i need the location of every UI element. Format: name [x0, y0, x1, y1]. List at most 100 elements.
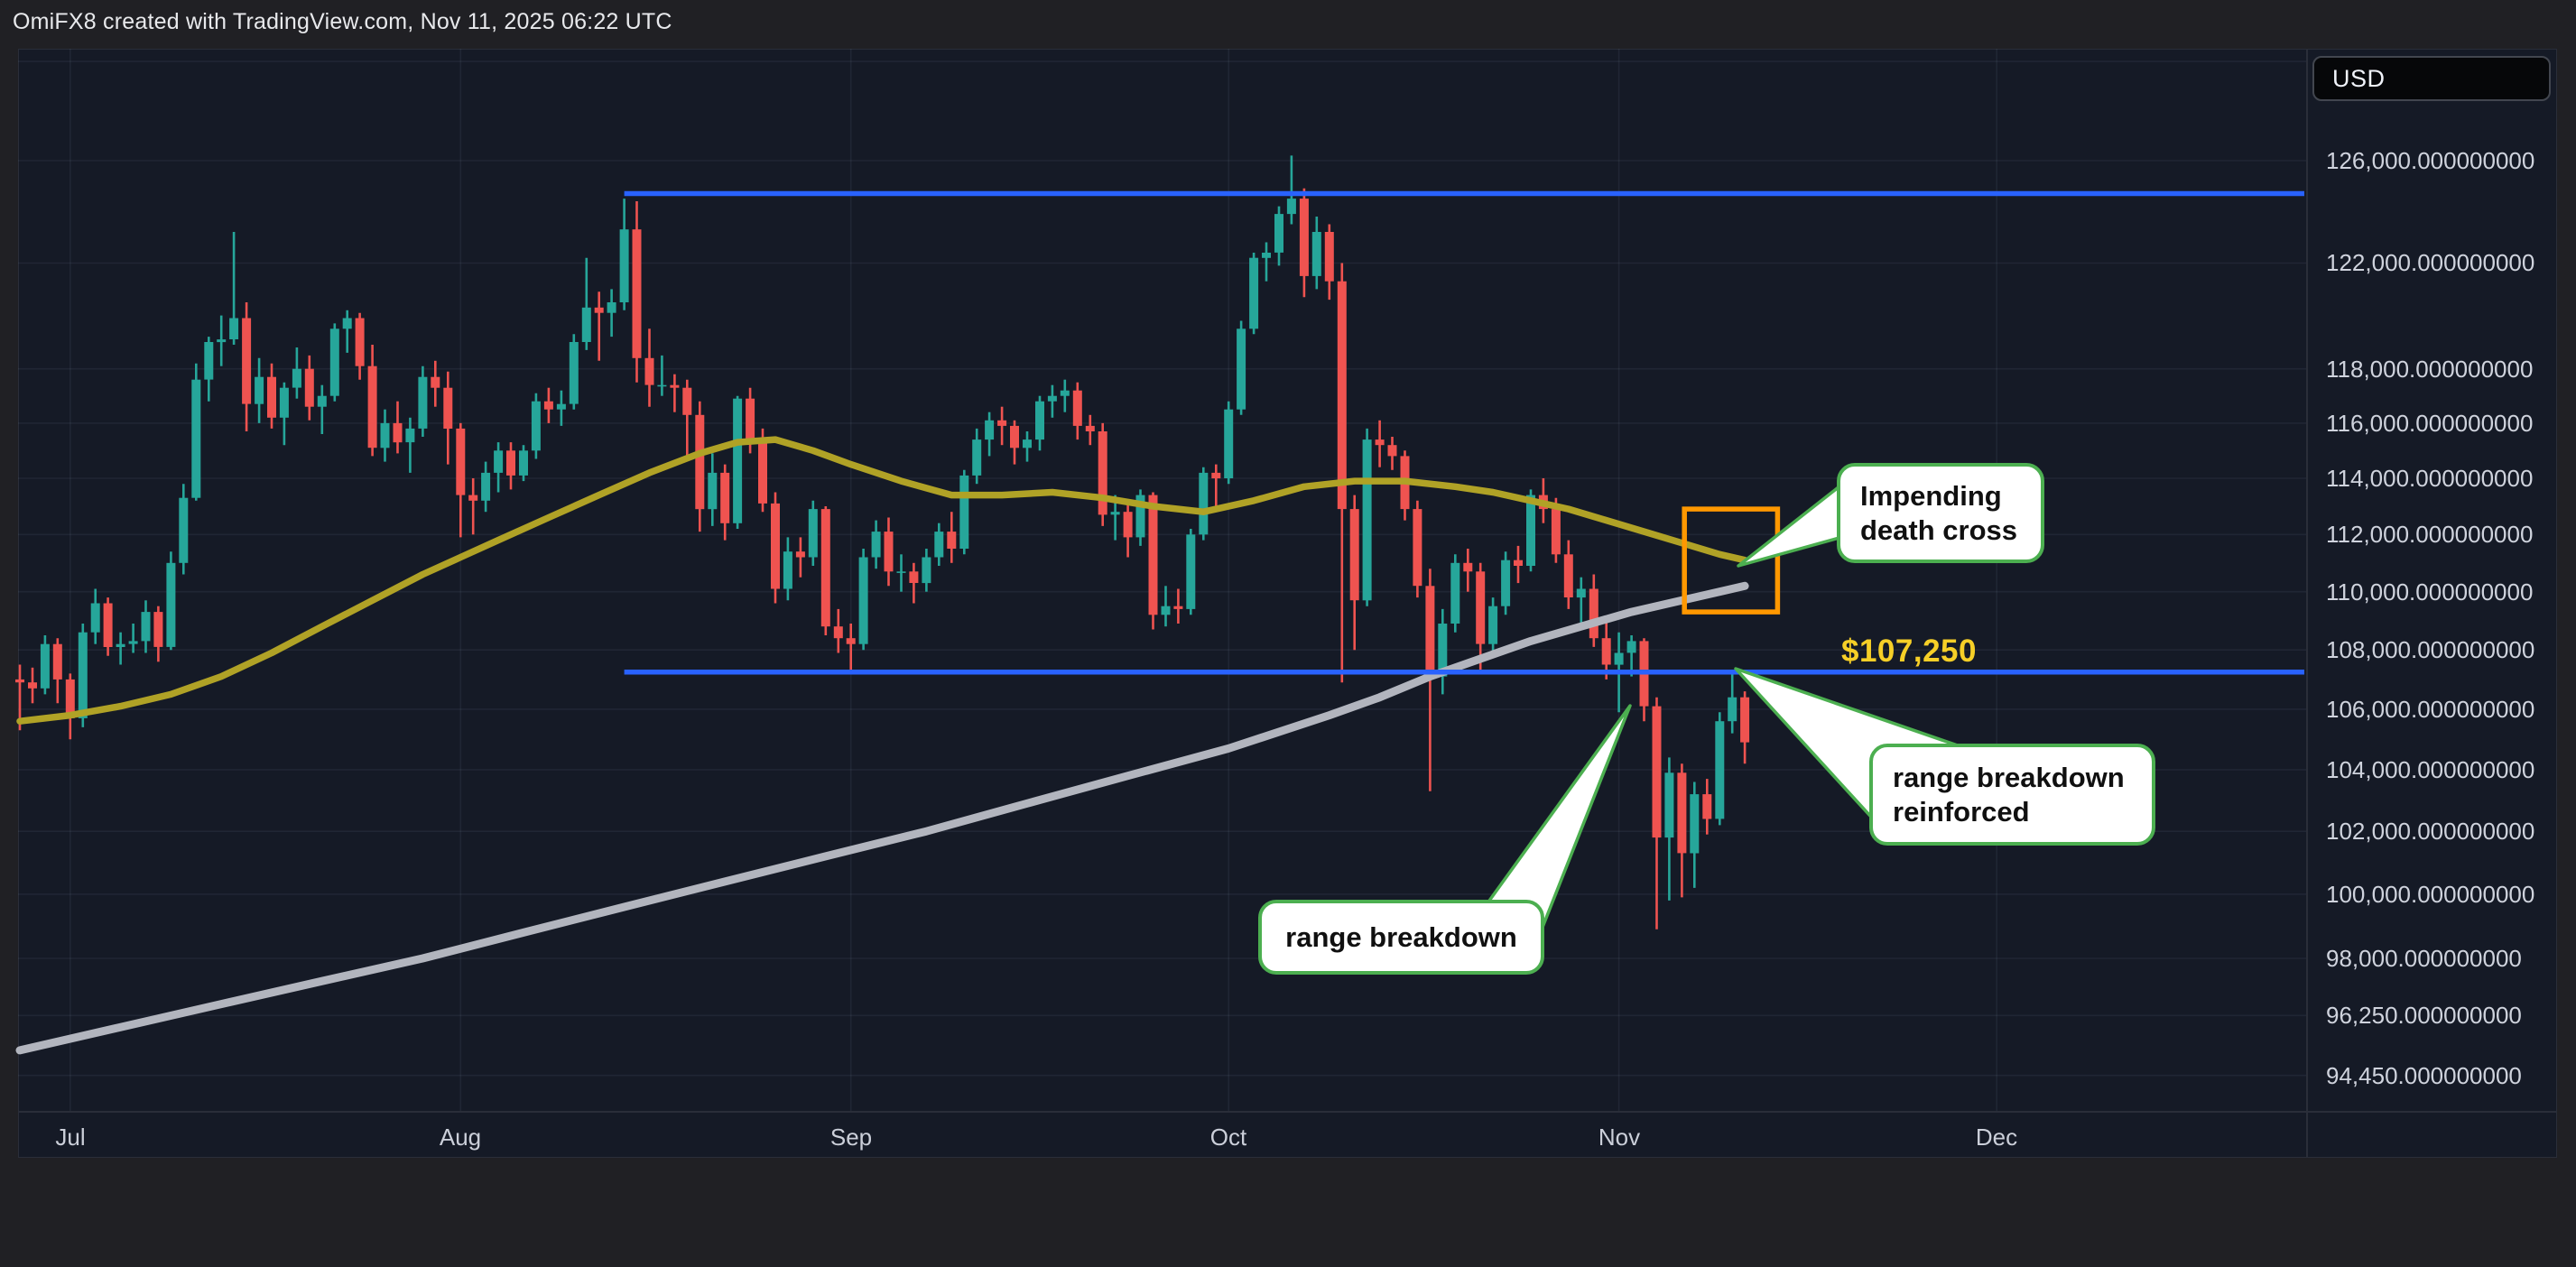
- support-price-label[interactable]: $107,250: [1841, 634, 1977, 669]
- candle: [179, 484, 189, 575]
- candle: [720, 464, 730, 541]
- candle: [1072, 382, 1082, 440]
- candle: [1690, 781, 1700, 888]
- candle: [153, 606, 163, 662]
- candle: [141, 600, 151, 653]
- callout-range-breakdown-reinforced[interactable]: range breakdown reinforced: [1869, 744, 2155, 846]
- candle: [418, 365, 428, 437]
- currency-chip-label: USD: [2332, 64, 2386, 92]
- candle: [594, 291, 604, 361]
- candle: [1387, 437, 1397, 470]
- candle: [1728, 670, 1737, 734]
- price-tick-label: 116,000.000000000: [2326, 410, 2534, 437]
- sma-slow-line[interactable]: [15, 581, 1749, 1055]
- candle: [1299, 188, 1309, 298]
- candle: [1501, 551, 1511, 615]
- price-tick-label: 108,000.000000000: [2326, 636, 2535, 663]
- candle: [405, 417, 415, 473]
- candle: [997, 406, 1007, 446]
- sma-fast-line[interactable]: [16, 436, 1748, 725]
- price-tick-label: 114,000.000000000: [2326, 465, 2534, 492]
- candle: [531, 393, 541, 459]
- candle: [1060, 379, 1070, 412]
- candle: [934, 523, 944, 566]
- candle: [884, 517, 894, 587]
- currency-chip[interactable]: USD: [2312, 56, 2551, 101]
- death-cross-highlight-box[interactable]: [1682, 506, 1781, 615]
- candle: [329, 323, 339, 402]
- callout-death-cross-tail: [1737, 475, 1854, 568]
- candle: [1652, 697, 1662, 929]
- candle: [494, 442, 504, 493]
- candle: [569, 334, 579, 410]
- candle: [1224, 401, 1234, 485]
- candle: [1563, 540, 1573, 609]
- candle: [833, 608, 843, 653]
- candle: [1664, 757, 1674, 901]
- candle: [1085, 414, 1095, 446]
- candle: [771, 492, 780, 604]
- candle: [1123, 503, 1133, 558]
- candle: [708, 453, 718, 526]
- callout-death-cross[interactable]: Impending death cross: [1837, 463, 2044, 563]
- candle: [619, 199, 629, 310]
- footer-bar: TradingView: [0, 1158, 2576, 1267]
- candle: [1262, 242, 1271, 282]
- candle: [922, 549, 931, 592]
- candle: [1098, 422, 1107, 526]
- candle: [1576, 577, 1586, 630]
- candle: [985, 412, 995, 457]
- month-tick-label: Nov: [1598, 1124, 1641, 1151]
- candle: [304, 355, 314, 421]
- candle: [1337, 263, 1347, 683]
- candle: [1601, 617, 1611, 680]
- price-tick-label: 112,000.000000000: [2326, 521, 2534, 548]
- candle: [431, 360, 440, 407]
- candle: [40, 635, 50, 695]
- candle: [1702, 779, 1712, 835]
- month-tick-label: Sep: [829, 1124, 873, 1151]
- candle: [1438, 608, 1448, 695]
- price-tick-label: 102,000.000000000: [2326, 818, 2535, 845]
- candle: [1476, 562, 1486, 671]
- candle: [607, 289, 616, 338]
- candle: [1274, 206, 1283, 266]
- candle: [1324, 224, 1334, 301]
- month-tick-label: Dec: [1975, 1124, 2018, 1151]
- candle: [103, 597, 113, 656]
- candle: [1311, 217, 1321, 290]
- candle: [255, 357, 264, 423]
- candle: [90, 588, 100, 644]
- candle: [632, 201, 642, 383]
- candles-series: [15, 155, 1750, 929]
- candle: [1211, 464, 1221, 510]
- candle: [695, 401, 705, 532]
- candle: [443, 371, 453, 465]
- candle: [1199, 467, 1209, 541]
- candle: [959, 469, 969, 555]
- candle: [393, 401, 403, 454]
- candle: [506, 442, 515, 490]
- candle: [292, 347, 301, 399]
- candle: [456, 422, 466, 538]
- candle: [355, 312, 365, 380]
- candle: [556, 390, 566, 426]
- callout-reinforced-line2: reinforced: [1893, 795, 2030, 828]
- candle: [1400, 450, 1410, 521]
- candle: [972, 428, 982, 485]
- price-tick-label: 100,000.000000000: [2326, 881, 2535, 908]
- candle: [846, 624, 856, 674]
- price-tick-label: 122,000.000000000: [2326, 249, 2535, 276]
- candle: [128, 624, 138, 653]
- candle: [519, 445, 528, 482]
- candle: [1463, 549, 1473, 592]
- candle: [481, 461, 491, 513]
- candle: [1186, 529, 1196, 615]
- callout-range-breakdown[interactable]: range breakdown: [1258, 900, 1544, 975]
- candle: [795, 537, 805, 578]
- candle: [191, 363, 201, 501]
- candle: [317, 384, 327, 434]
- candle: [820, 506, 830, 635]
